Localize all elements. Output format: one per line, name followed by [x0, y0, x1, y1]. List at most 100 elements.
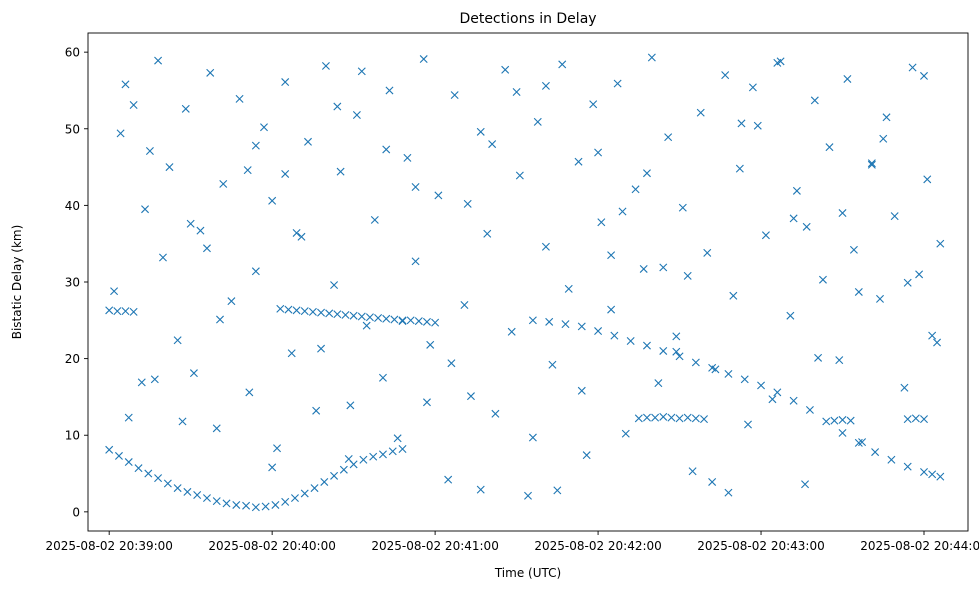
data-point: [838, 428, 847, 437]
data-point: [243, 166, 252, 175]
data-point: [911, 414, 920, 423]
data-point: [276, 304, 285, 313]
data-point: [385, 86, 394, 95]
data-point: [287, 349, 296, 358]
data-point: [114, 451, 123, 460]
data-point: [163, 479, 172, 488]
data-point: [594, 327, 603, 336]
data-point: [406, 316, 415, 325]
data-point: [141, 205, 150, 214]
y-axis: 0 10 20 30 40 50 60: [65, 46, 88, 519]
data-point: [574, 157, 583, 166]
data-point: [838, 415, 847, 424]
data-point: [300, 307, 309, 316]
data-point: [235, 94, 244, 103]
data-point: [903, 278, 912, 287]
data-point: [871, 448, 880, 457]
y-tick-label: 0: [72, 505, 80, 519]
data-point: [805, 405, 814, 414]
data-point: [672, 332, 681, 341]
y-tick-label: 30: [65, 276, 80, 290]
data-point: [349, 311, 358, 320]
data-point: [333, 310, 342, 319]
data-point: [359, 455, 368, 464]
data-point: [564, 284, 573, 293]
data-point: [414, 317, 423, 326]
data-point: [154, 474, 163, 483]
data-point: [369, 452, 378, 461]
data-point: [411, 257, 420, 266]
data-point: [310, 484, 319, 493]
data-point: [577, 322, 586, 331]
data-point: [711, 365, 720, 374]
data-point: [786, 311, 795, 320]
data-point: [260, 123, 268, 132]
data-point: [634, 414, 643, 423]
data-point: [672, 347, 681, 356]
data-point: [729, 291, 738, 300]
data-point: [129, 307, 138, 316]
data-point: [382, 314, 391, 323]
marks-layer: [105, 53, 945, 512]
data-point: [887, 455, 896, 464]
data-point: [528, 316, 537, 325]
data-point: [292, 228, 301, 237]
x-tick-label: 2025-08-02 20:44:00: [860, 539, 979, 553]
data-point: [825, 143, 834, 152]
data-point: [830, 416, 839, 425]
data-point: [483, 229, 492, 238]
data-point: [683, 271, 692, 280]
data-point: [466, 392, 475, 401]
data-point: [261, 502, 270, 511]
data-point: [524, 491, 532, 500]
data-point: [144, 469, 153, 478]
data-point: [281, 78, 290, 87]
data-point: [158, 253, 167, 262]
data-point: [789, 396, 798, 405]
data-point: [735, 164, 744, 173]
data-point: [908, 63, 917, 72]
data-point: [460, 300, 469, 309]
data-point: [251, 503, 260, 512]
data-point: [300, 489, 309, 498]
data-point: [463, 199, 472, 208]
data-point: [903, 462, 912, 471]
data-point: [242, 501, 251, 510]
x-axis-label: Time (UTC): [494, 566, 561, 580]
data-point: [740, 375, 749, 384]
data-point: [268, 196, 277, 205]
data-point: [422, 398, 431, 407]
data-point: [154, 56, 163, 65]
data-point: [165, 163, 174, 172]
data-point: [150, 375, 159, 384]
data-point: [206, 68, 215, 77]
data-point: [773, 388, 782, 397]
data-point: [818, 275, 827, 284]
data-point: [789, 214, 798, 223]
data-point: [696, 108, 705, 117]
data-point: [541, 81, 550, 90]
data-point: [297, 232, 306, 241]
data-point: [121, 80, 130, 89]
data-point: [814, 353, 823, 362]
data-point: [846, 416, 855, 425]
data-point: [691, 414, 700, 423]
data-point: [336, 167, 345, 176]
data-point: [659, 346, 668, 355]
data-point: [145, 146, 154, 155]
data-point: [561, 320, 570, 329]
data-point: [792, 186, 801, 195]
data-point: [325, 309, 334, 318]
data-point: [134, 464, 143, 473]
data-point: [308, 307, 317, 316]
data-point: [737, 119, 746, 128]
data-point: [822, 417, 831, 426]
data-point: [222, 499, 231, 508]
y-tick-label: 10: [65, 429, 80, 443]
data-point: [419, 55, 428, 64]
data-point: [390, 315, 399, 324]
data-point: [876, 294, 884, 303]
data-point: [659, 263, 668, 272]
data-point: [341, 310, 350, 319]
data-point: [273, 444, 282, 453]
